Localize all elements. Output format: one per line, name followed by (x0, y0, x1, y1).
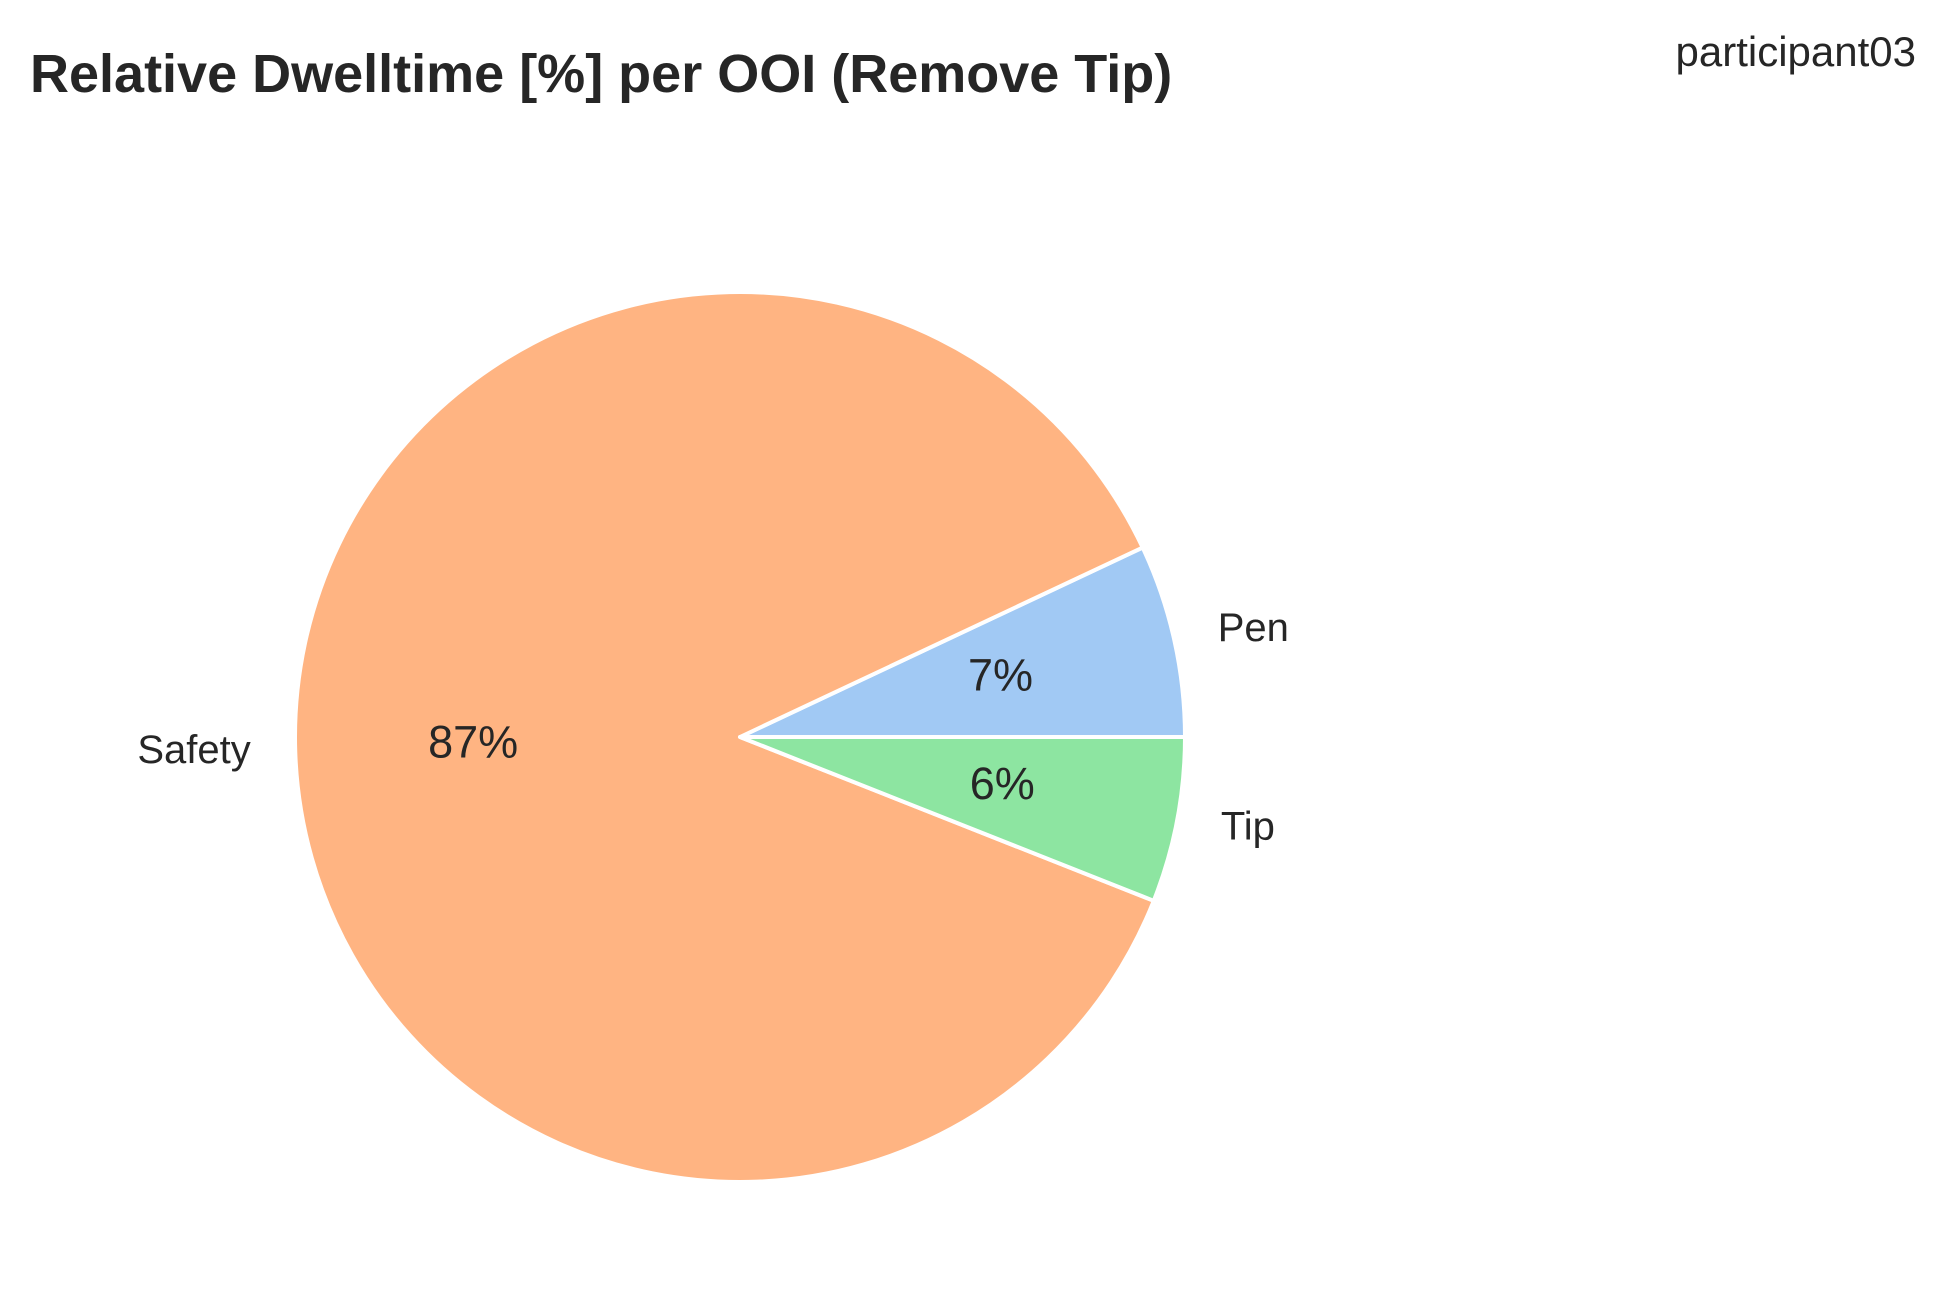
participant-label: participant03 (1676, 28, 1917, 75)
pct-label-pen: 7% (968, 650, 1033, 701)
slice-label-tip: Tip (1221, 804, 1275, 848)
pct-label-tip: 6% (970, 758, 1035, 809)
slice-label-pen: Pen (1218, 606, 1289, 650)
pie-slice-pen (738, 545, 1187, 739)
pie-slice-tip (738, 735, 1187, 903)
chart-title: Relative Dwelltime [%] per OOI (Remove T… (30, 44, 1172, 104)
slice-label-safety: Safety (137, 728, 250, 772)
pie-slices (293, 290, 1187, 1184)
pie-slice-safety (293, 290, 1156, 1184)
pct-label-safety: 87% (428, 716, 518, 767)
pie-labels: Pen 7% Safety 87% Tip 6% (137, 606, 1289, 849)
